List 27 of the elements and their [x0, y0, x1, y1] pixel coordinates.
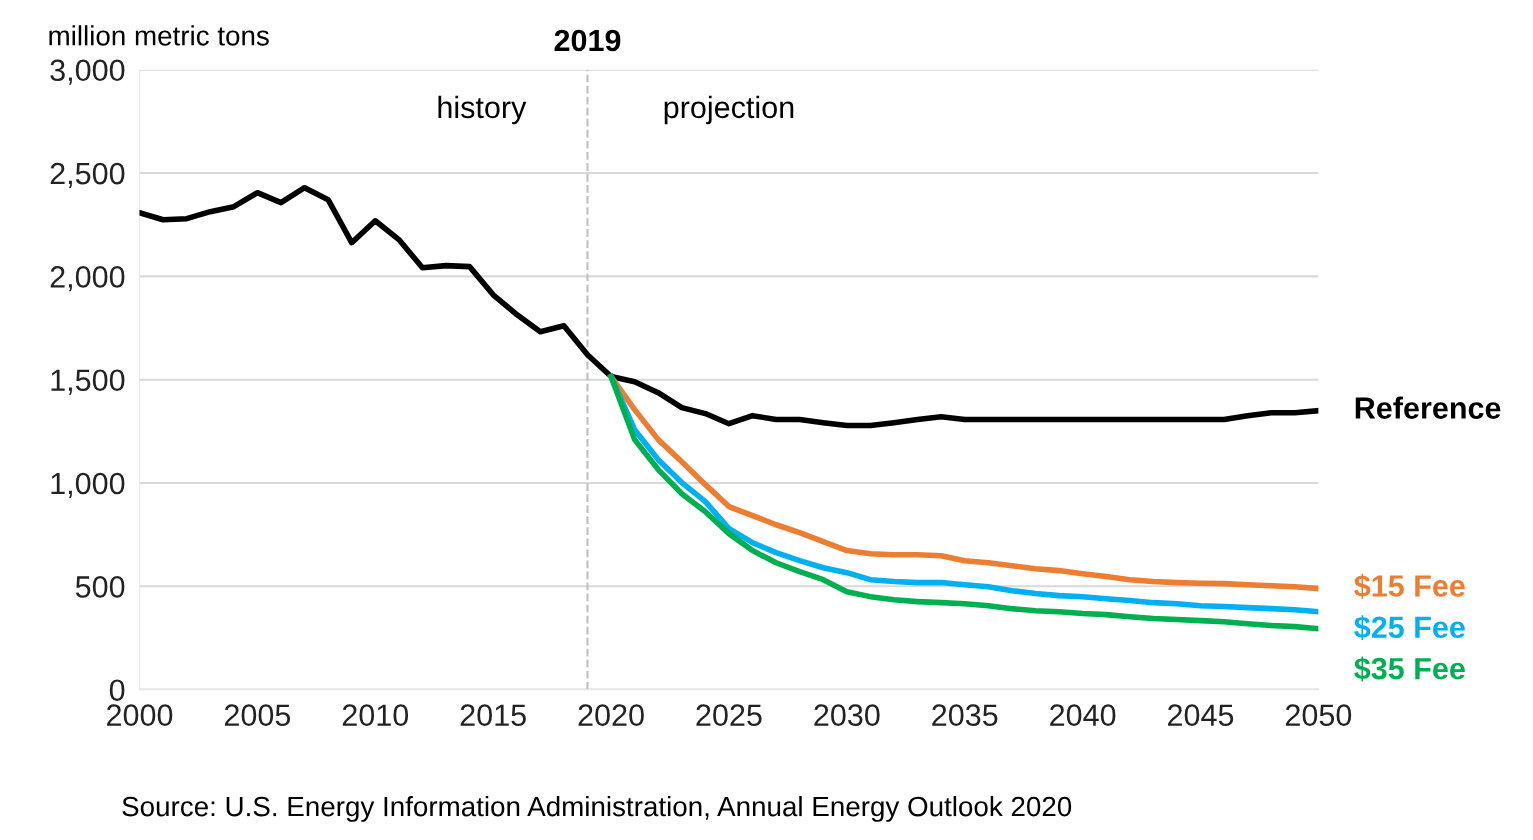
y-tick-label: 2,500	[50, 162, 125, 189]
series-label: Reference	[1355, 396, 1501, 419]
series-label: $35 Fee	[1354, 656, 1465, 682]
x-tick-label: 2015	[460, 704, 526, 726]
y-tick-label: 2,000	[50, 266, 125, 292]
x-tick-label: 2025	[696, 704, 762, 726]
y-tick-label: 3,000	[50, 59, 125, 85]
series-label: $15 Fee	[1354, 573, 1465, 599]
y-tick-label: 500	[75, 576, 125, 598]
x-tick-label: 2030	[814, 704, 880, 726]
x-tick-label: 2045	[1168, 704, 1234, 726]
x-tick-label: 2035	[932, 704, 998, 726]
y-tick-label: 0	[109, 679, 125, 702]
x-tick-label: 2000	[107, 704, 173, 726]
x-tick-label: 2020	[578, 704, 644, 726]
source-note: Source: U.S. Energy Information Administration, Annual Energy Outlook 2020	[122, 795, 1072, 822]
x-tick-label: 2050	[1285, 704, 1352, 726]
y-axis-title: million metric tons	[49, 25, 269, 46]
y-tick-label: 1,500	[51, 369, 125, 395]
annotation: projection	[664, 95, 794, 125]
y-tick-label: 1,000	[51, 472, 125, 498]
x-tick-label: 2040	[1050, 704, 1116, 726]
x-tick-label: 2005	[224, 704, 291, 726]
x-tick-label: 2010	[342, 704, 409, 726]
series-label: $25 Fee	[1354, 615, 1465, 641]
annotation: history	[438, 95, 527, 125]
ref-line-label: 2019	[554, 29, 621, 52]
